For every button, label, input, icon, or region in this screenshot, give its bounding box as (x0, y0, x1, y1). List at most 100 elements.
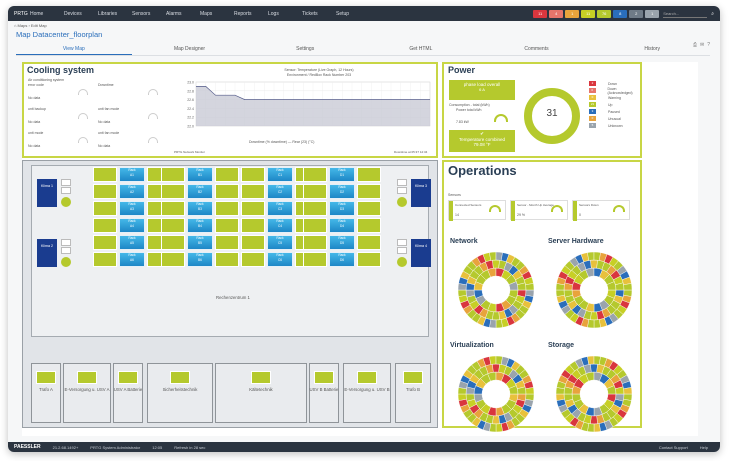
rack-slot[interactable] (241, 252, 265, 267)
room-sensor[interactable] (314, 371, 334, 384)
sunburst-segment[interactable] (590, 259, 598, 269)
contact-support-link[interactable]: Contact Support (658, 444, 688, 450)
sunburst-segment[interactable] (457, 289, 467, 297)
rack-rack-c1[interactable]: Rack C1 (267, 167, 293, 182)
legend-item[interactable]: 3 Paused (589, 108, 640, 115)
help-icon[interactable]: ? (707, 42, 710, 48)
rack-rack-b2[interactable]: Rack B2 (187, 184, 213, 199)
room-sensor[interactable] (118, 371, 138, 384)
sunburst-segment[interactable] (590, 363, 598, 373)
rack-rack-a2[interactable]: Rack A2 (119, 184, 145, 199)
rack-rack-b6[interactable]: Rack B6 (187, 252, 213, 267)
rack-slot[interactable] (93, 167, 117, 182)
rack-slot[interactable] (241, 218, 265, 233)
status-badge[interactable]: 11 (533, 9, 548, 18)
room-sensor[interactable] (36, 371, 56, 384)
rack-rack-a6[interactable]: Rack A6 (119, 252, 145, 267)
rack-rack-d3[interactable]: Rack D3 (329, 201, 355, 216)
tab-view-map[interactable]: View Map (16, 46, 132, 55)
rack-slot[interactable] (241, 235, 265, 250)
klima-2[interactable]: Klima 2 (37, 239, 57, 267)
sunburst-segment[interactable] (593, 319, 601, 329)
klima-3[interactable]: Klima 3 (411, 179, 431, 207)
klima-4[interactable]: Klima 4 (411, 239, 431, 267)
rack-slot[interactable] (357, 184, 381, 199)
sunburst-segment[interactable] (587, 251, 595, 261)
rack-slot[interactable] (357, 218, 381, 233)
rack-rack-a1[interactable]: Rack A1 (119, 167, 145, 182)
rack-slot[interactable] (241, 184, 265, 199)
rack-slot[interactable] (303, 218, 327, 233)
tab-history[interactable]: History (644, 46, 660, 52)
status-badge[interactable]: 1 (645, 9, 660, 18)
room-sensor[interactable] (251, 371, 271, 384)
rack-rack-b1[interactable]: Rack B1 (187, 167, 213, 182)
nav-alarms[interactable]: Alarms (166, 10, 182, 17)
rack-slot[interactable] (357, 167, 381, 182)
phase-load-widget[interactable]: phase load overall 6 A (449, 80, 515, 100)
status-badge[interactable]: 4 (549, 9, 564, 18)
rack-slot[interactable] (303, 184, 327, 199)
sunburst-segment[interactable] (590, 311, 598, 321)
tab-settings[interactable]: Settings (296, 46, 315, 52)
legend-item[interactable]: 21 Up (589, 101, 640, 108)
status-badge[interactable]: 8 (613, 9, 628, 18)
rack-rack-b3[interactable]: Rack B3 (187, 201, 213, 216)
rack-slot[interactable] (215, 235, 239, 250)
status-badge[interactable]: 2 (629, 9, 644, 18)
tab-get-html[interactable]: Get HTML (409, 46, 433, 52)
sunburst-segment[interactable] (525, 387, 535, 395)
rack-slot[interactable] (161, 167, 185, 182)
rack-slot[interactable] (215, 184, 239, 199)
sunburst-segment[interactable] (593, 423, 601, 433)
rack-slot[interactable] (241, 167, 265, 182)
rack-rack-b5[interactable]: Rack B5 (187, 235, 213, 250)
search-icon[interactable]: ⌕ (711, 10, 714, 17)
rack-slot[interactable] (93, 252, 117, 267)
sunburst-segment[interactable] (492, 415, 500, 425)
status-badge[interactable]: 11 (581, 9, 596, 18)
rack-rack-a5[interactable]: Rack A5 (119, 235, 145, 250)
rack-slot[interactable] (215, 252, 239, 267)
sunburst-segment[interactable] (623, 387, 633, 395)
sunburst-segment[interactable] (525, 283, 535, 291)
sunburst-segment[interactable] (489, 355, 497, 365)
email-icon[interactable]: ✉ (700, 42, 705, 48)
rack-rack-b4[interactable]: Rack B4 (187, 218, 213, 233)
rack-slot[interactable] (161, 201, 185, 216)
nav-home[interactable]: Home (30, 10, 44, 17)
sunburst-segment[interactable] (623, 283, 633, 291)
rack-rack-d4[interactable]: Rack D4 (329, 218, 355, 233)
sunburst-segment[interactable] (492, 363, 500, 373)
status-badge[interactable]: 1 (565, 9, 580, 18)
rack-slot[interactable] (357, 252, 381, 267)
rack-slot[interactable] (161, 218, 185, 233)
sunburst-segment[interactable] (492, 259, 500, 269)
refresh-text[interactable]: Refresh in 28 sec (174, 444, 206, 450)
nav-tickets[interactable]: Tickets (302, 10, 318, 17)
nav-maps[interactable]: Maps (200, 10, 213, 17)
legend-item[interactable]: 0 Warning (589, 94, 640, 101)
sunburst-segment[interactable] (457, 393, 467, 401)
nav-reports[interactable]: Reports (234, 10, 252, 17)
rack-rack-d1[interactable]: Rack D1 (329, 167, 355, 182)
print-icon[interactable]: ⎙ (693, 42, 698, 48)
legend-item[interactable]: 0 Unusual (589, 115, 640, 122)
user-text[interactable]: PRTG System Administrator (90, 444, 141, 450)
rack-rack-a4[interactable]: Rack A4 (119, 218, 145, 233)
room-sensor[interactable] (357, 371, 377, 384)
sunburst-segment[interactable] (495, 319, 503, 329)
room-sensor[interactable] (170, 371, 190, 384)
sunburst-segment[interactable] (555, 289, 565, 297)
rack-slot[interactable] (303, 201, 327, 216)
legend-item[interactable]: 2 Down (589, 80, 640, 87)
rack-slot[interactable] (93, 218, 117, 233)
temperature-widget[interactable]: ✔ Temperature combined 79.08 °F (449, 130, 515, 152)
rack-slot[interactable] (357, 235, 381, 250)
rack-rack-c3[interactable]: Rack C3 (267, 201, 293, 216)
nav-setup[interactable]: Setup (336, 10, 350, 17)
rack-rack-a3[interactable]: Rack A3 (119, 201, 145, 216)
rack-slot[interactable] (161, 235, 185, 250)
sunburst-segment[interactable] (587, 355, 595, 365)
sunburst-segment[interactable] (492, 311, 500, 321)
